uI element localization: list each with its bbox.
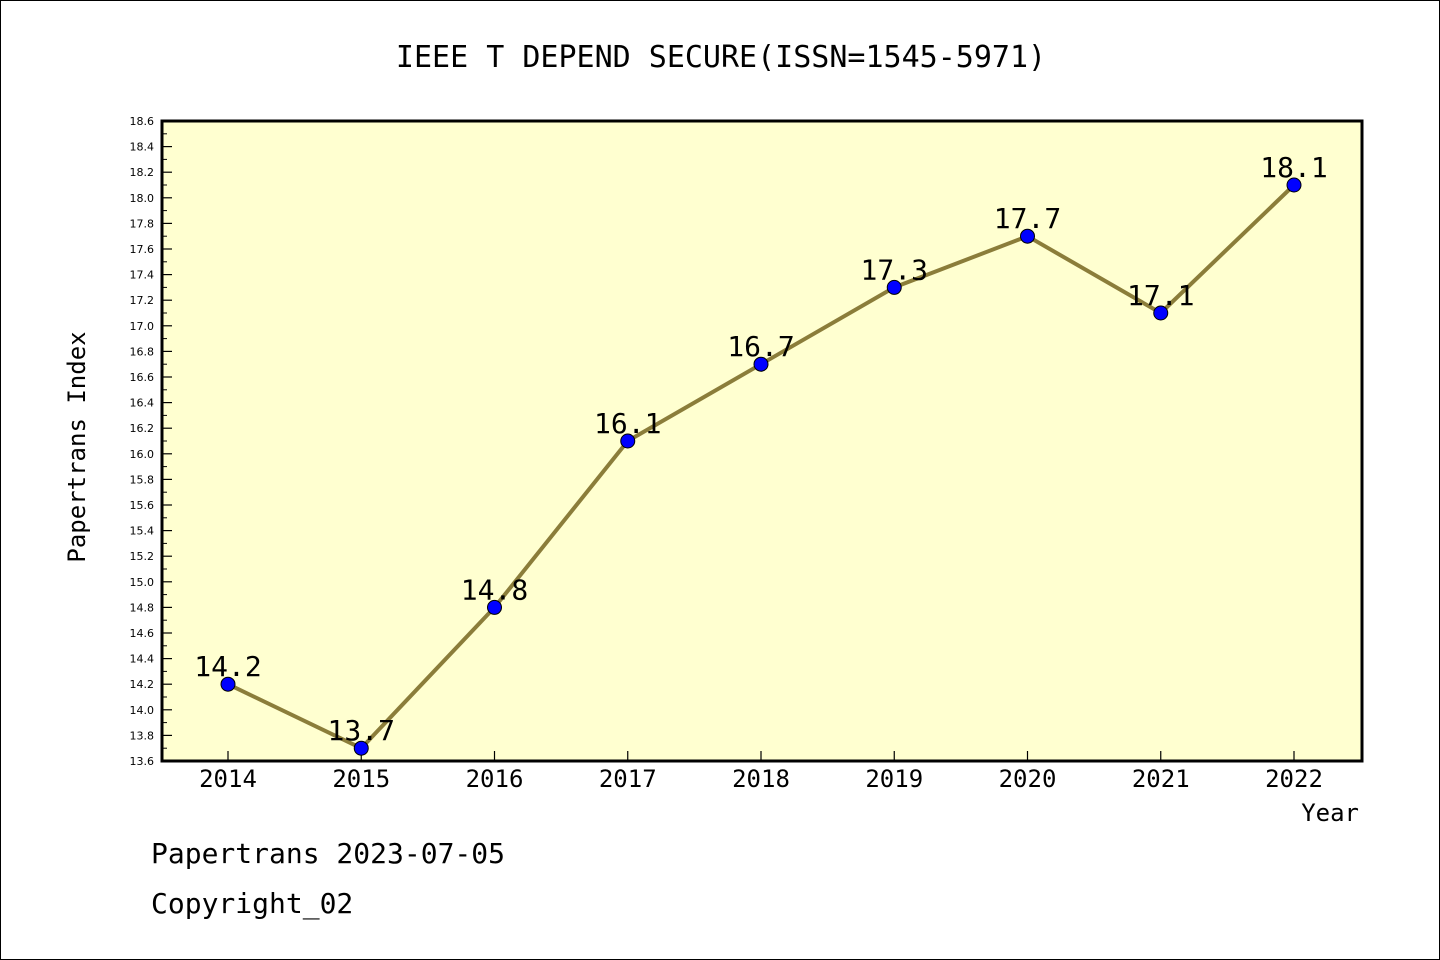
y-tick-label: 14.4 bbox=[130, 653, 155, 666]
y-tick-label: 18.2 bbox=[130, 166, 155, 179]
x-tick-label: 2018 bbox=[732, 765, 790, 793]
y-tick-label: 17.2 bbox=[130, 294, 155, 307]
y-tick-label: 15.0 bbox=[130, 576, 155, 589]
y-tick-label: 18.0 bbox=[130, 192, 155, 205]
y-tick-label: 17.8 bbox=[130, 217, 155, 230]
data-label: 14.8 bbox=[461, 573, 528, 606]
y-axis: 13.6 13.8 14.0 14.2 14.4 14.6 14.8 15.0 15.2 15.4… bbox=[130, 115, 172, 768]
y-tick-label: 14.0 bbox=[130, 704, 155, 717]
y-tick-label: 18.6 bbox=[130, 115, 155, 128]
x-tick-label: 2021 bbox=[1132, 765, 1190, 793]
y-tick-label: 18.4 bbox=[130, 141, 155, 154]
data-point bbox=[353, 740, 369, 756]
y-tick-label: 15.8 bbox=[130, 473, 155, 486]
x-axis-label: Year bbox=[1301, 799, 1359, 827]
x-tick-label: 2017 bbox=[599, 765, 657, 793]
data-point bbox=[620, 433, 636, 449]
x-tick-label: 2014 bbox=[199, 765, 257, 793]
y-tick-label: 16.6 bbox=[130, 371, 155, 384]
y-tick-label: 17.0 bbox=[130, 320, 155, 333]
x-tick-label: 2020 bbox=[999, 765, 1057, 793]
y-tick-label: 15.4 bbox=[130, 525, 155, 538]
data-label: 18.1 bbox=[1260, 151, 1327, 184]
series-line: 14.2 13.7 14.8 16.1 16.7 17.3 17.7 17.1 18.1 bbox=[194, 151, 1328, 756]
data-label: 16.1 bbox=[594, 407, 661, 440]
y-tick-label: 14.2 bbox=[130, 678, 155, 691]
data-point bbox=[1153, 305, 1169, 321]
y-tick-label: 16.8 bbox=[130, 345, 155, 358]
x-tick-label: 2015 bbox=[332, 765, 390, 793]
chart-title: IEEE T DEPEND SECURE(ISSN=1545-5971) bbox=[396, 40, 1046, 75]
y-tick-label: 14.6 bbox=[130, 627, 155, 640]
x-tick-label: 2016 bbox=[466, 765, 524, 793]
data-point bbox=[487, 599, 502, 615]
y-tick-label: 16.4 bbox=[130, 397, 155, 410]
data-label: 17.1 bbox=[1127, 279, 1194, 312]
data-point bbox=[753, 356, 769, 372]
data-label: 13.7 bbox=[328, 714, 395, 747]
data-point bbox=[220, 676, 236, 692]
data-label: 17.7 bbox=[994, 202, 1061, 235]
x-tick-label: 2022 bbox=[1265, 765, 1323, 793]
x-tick-label: 2019 bbox=[865, 765, 923, 793]
plot-area bbox=[160, 119, 1364, 763]
y-axis-label: Papertrans Index bbox=[63, 331, 91, 562]
x-axis: 2014 2015 2016 2017 2018 2019 2020 2021 2022 bbox=[199, 751, 1323, 793]
footer-copyright: Copyright_02 bbox=[151, 887, 354, 920]
data-label: 14.2 bbox=[194, 650, 261, 683]
y-tick-label: 14.8 bbox=[130, 601, 155, 614]
y-tick-label: 15.2 bbox=[130, 550, 155, 563]
footer-date-line: Papertrans 2023-07-05 bbox=[151, 837, 506, 870]
data-label: 17.3 bbox=[861, 253, 928, 286]
y-tick-label: 17.4 bbox=[130, 269, 155, 282]
y-tick-label: 16.0 bbox=[130, 448, 155, 461]
data-label: 16.7 bbox=[727, 330, 794, 363]
data-point bbox=[886, 279, 902, 295]
data-point bbox=[1286, 177, 1302, 193]
y-tick-label: 15.6 bbox=[130, 499, 155, 512]
y-tick-label: 17.6 bbox=[130, 243, 155, 256]
y-tick-label: 13.8 bbox=[130, 729, 155, 742]
data-point bbox=[1020, 228, 1035, 244]
y-tick-label: 13.6 bbox=[130, 755, 155, 768]
y-tick-label: 16.2 bbox=[130, 422, 155, 435]
